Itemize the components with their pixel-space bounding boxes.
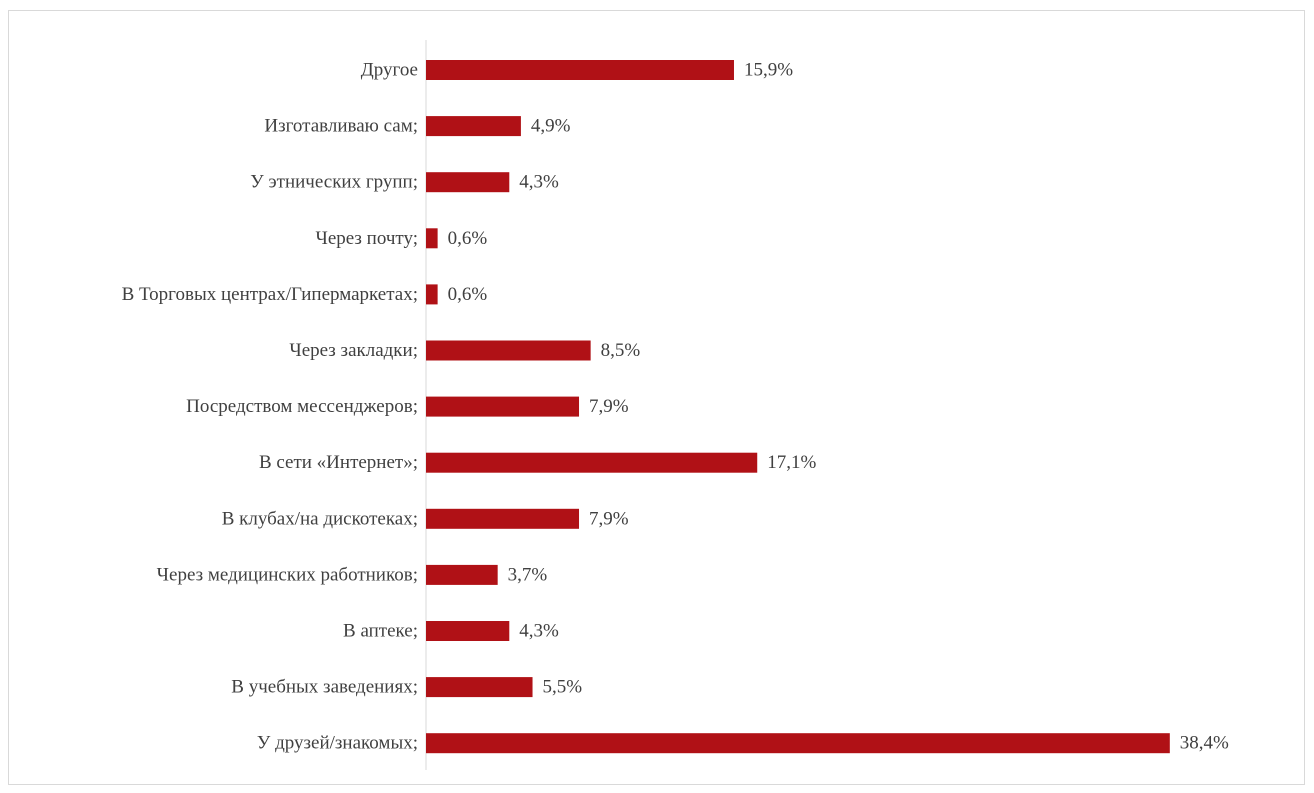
data-label: 8,5% <box>601 340 641 361</box>
bar <box>426 172 510 193</box>
category-label: В учебных заведениях; <box>231 677 418 698</box>
bar <box>426 396 580 417</box>
data-label: 4,3% <box>519 172 559 193</box>
bar <box>426 284 438 305</box>
data-label: 4,3% <box>519 621 559 642</box>
bar <box>426 564 498 585</box>
category-label: Изготавливаю сам; <box>264 116 418 137</box>
data-label: 5,5% <box>543 677 583 698</box>
bar <box>426 452 758 473</box>
category-label: В сети «Интернет»; <box>259 452 418 473</box>
chart-frame <box>8 10 1305 785</box>
data-label: 17,1% <box>767 452 816 473</box>
bar <box>426 116 521 137</box>
data-label: 3,7% <box>508 564 548 585</box>
data-label: 7,9% <box>589 396 629 417</box>
bar <box>426 228 438 249</box>
bar <box>426 621 510 641</box>
bar <box>426 677 533 698</box>
category-label: У друзей/знакомых; <box>257 733 418 754</box>
category-label: В клубах/на дискотеках; <box>222 508 418 529</box>
category-label: В Торговых центрах/Гипермаркетах; <box>122 284 418 305</box>
category-label: Через почту; <box>315 228 418 249</box>
bar <box>426 508 580 529</box>
data-label: 0,6% <box>448 284 488 305</box>
data-label: 15,9% <box>744 60 793 81</box>
category-label: Через медицинских работников; <box>157 564 418 585</box>
category-label: Другое <box>361 60 418 81</box>
category-label: Через закладки; <box>289 340 418 361</box>
data-label: 4,9% <box>531 116 571 137</box>
data-label: 38,4% <box>1180 733 1229 754</box>
category-label: У этнических групп; <box>250 172 418 193</box>
category-label: В аптеке; <box>343 621 418 642</box>
category-label: Посредством мессенджеров; <box>186 396 418 417</box>
bar <box>426 60 734 80</box>
bar <box>426 340 591 361</box>
data-label: 0,6% <box>448 228 488 249</box>
bar <box>426 733 1170 754</box>
data-label: 7,9% <box>589 508 629 529</box>
